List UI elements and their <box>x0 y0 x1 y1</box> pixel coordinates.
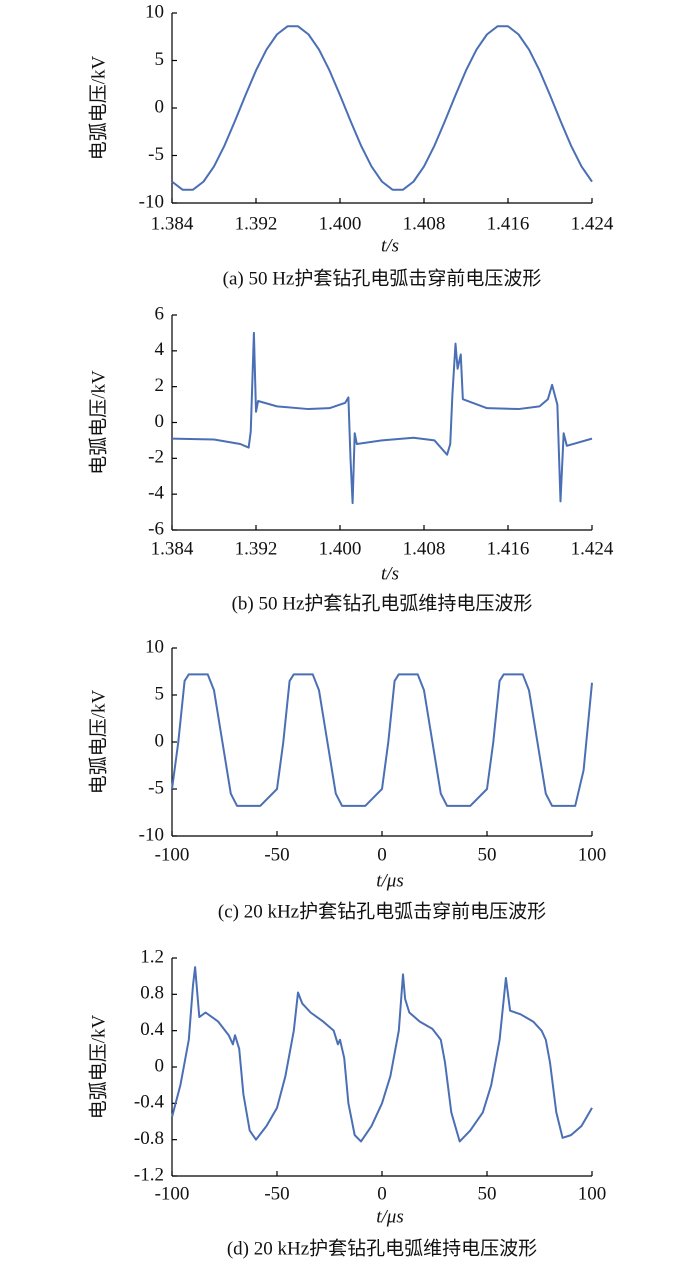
x-tick-label: 50 <box>478 844 497 865</box>
y-tick-label: -0.8 <box>134 1128 164 1149</box>
caption: (c) 20 kHz护套钻孔电弧击穿前电压波形 <box>218 900 546 922</box>
y-tick-label: 6 <box>155 303 165 324</box>
x-tick-label: 1.384 <box>151 213 194 234</box>
x-tick-label: 1.400 <box>319 213 362 234</box>
x-tick-label: 1.384 <box>151 538 194 559</box>
caption: (b) 50 Hz护套钻孔电弧维持电压波形 <box>232 592 533 614</box>
y-tick-label: 0.4 <box>140 1019 164 1040</box>
y-tick-label: 0 <box>155 730 165 751</box>
x-tick-label: 1.392 <box>235 213 278 234</box>
x-tick-label: 50 <box>478 1183 497 1204</box>
x-tick-label: -50 <box>264 844 289 865</box>
x-tick-label: 1.424 <box>571 538 614 559</box>
x-axis-label: t/μs <box>376 1206 404 1227</box>
x-tick-label: 1.392 <box>235 538 278 559</box>
y-tick-label: -0.4 <box>134 1092 165 1113</box>
voltage-line <box>171 25 593 191</box>
y-axis-label: 电弧电压/kV <box>87 55 109 160</box>
y-tick-label: -5 <box>148 777 164 798</box>
x-tick-label: -50 <box>264 1183 289 1204</box>
x-tick-label: -100 <box>155 1183 190 1204</box>
caption: (a) 50 Hz护套钻孔电弧击穿前电压波形 <box>223 267 542 289</box>
y-tick-label: 0 <box>155 411 165 432</box>
x-tick-label: 100 <box>578 1183 607 1204</box>
y-tick-label: -1.2 <box>134 1164 164 1185</box>
y-tick-label: 5 <box>155 683 165 704</box>
y-tick-label: 0 <box>155 96 165 117</box>
y-tick-label: 10 <box>145 1 164 22</box>
y-tick-label: -10 <box>139 191 164 212</box>
x-tick-label: 1.408 <box>403 538 446 559</box>
voltage-line <box>171 331 593 505</box>
x-axis-label: t/s <box>381 563 399 584</box>
x-tick-label: 1.424 <box>571 213 614 234</box>
y-tick-label: -2 <box>148 447 164 468</box>
x-tick-label: 100 <box>578 844 607 865</box>
y-tick-label: -6 <box>148 518 164 539</box>
y-tick-label: 2 <box>155 375 165 396</box>
x-axis-label: t/μs <box>376 870 404 891</box>
x-tick-label: 0 <box>377 844 387 865</box>
y-tick-label: 5 <box>155 49 165 70</box>
voltage-line <box>171 966 593 1143</box>
y-tick-label: 0 <box>155 1055 165 1076</box>
y-tick-label: -10 <box>139 824 164 845</box>
x-tick-label: 1.416 <box>487 538 530 559</box>
y-tick-label: 1.2 <box>140 946 164 967</box>
x-tick-label: 1.408 <box>403 213 446 234</box>
x-tick-label: 1.416 <box>487 213 530 234</box>
y-axis-label: 电弧电压/kV <box>87 1014 109 1119</box>
x-tick-label: -100 <box>155 844 190 865</box>
x-axis-label: t/s <box>381 235 399 256</box>
y-tick-label: 10 <box>145 636 164 657</box>
x-tick-label: 0 <box>377 1183 387 1204</box>
y-tick-label: 0.8 <box>140 983 164 1004</box>
caption: (d) 20 kHz护套钻孔电弧维持电压波形 <box>227 1237 537 1259</box>
y-tick-label: 4 <box>155 339 165 360</box>
y-axis-label: 电弧电压/kV <box>87 689 109 794</box>
voltage-line <box>171 673 593 807</box>
x-tick-label: 1.400 <box>319 538 362 559</box>
y-tick-label: -4 <box>148 483 164 504</box>
y-axis-label: 电弧电压/kV <box>87 370 109 475</box>
y-tick-label: -5 <box>148 144 164 165</box>
